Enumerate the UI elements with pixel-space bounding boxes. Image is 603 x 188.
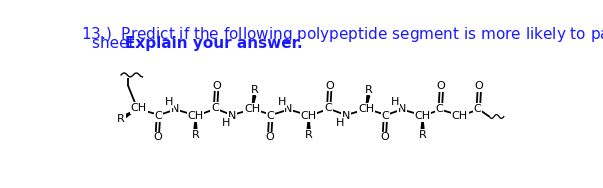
Text: N: N bbox=[228, 111, 236, 121]
Text: R: R bbox=[365, 85, 373, 95]
Text: CH: CH bbox=[358, 104, 374, 114]
Text: O: O bbox=[325, 81, 334, 91]
Polygon shape bbox=[366, 96, 370, 109]
Text: C: C bbox=[474, 104, 481, 114]
Text: CH: CH bbox=[414, 111, 431, 121]
Text: CH: CH bbox=[300, 111, 317, 121]
Text: O: O bbox=[212, 81, 221, 91]
Text: C: C bbox=[436, 104, 443, 114]
Text: C: C bbox=[154, 111, 162, 121]
Text: H: H bbox=[335, 118, 344, 128]
Text: O: O bbox=[437, 81, 446, 92]
Text: 13.)  Predict if the following polypeptide segment is more likely to part of an : 13.) Predict if the following polypeptid… bbox=[81, 25, 603, 44]
Text: N: N bbox=[284, 104, 292, 114]
Text: sheet.: sheet. bbox=[92, 36, 145, 51]
Text: O: O bbox=[153, 132, 162, 142]
Text: R: R bbox=[418, 130, 426, 140]
Polygon shape bbox=[124, 109, 137, 118]
Text: O: O bbox=[475, 81, 484, 92]
Text: N: N bbox=[171, 104, 180, 114]
Polygon shape bbox=[252, 96, 256, 109]
Text: C: C bbox=[382, 111, 390, 121]
Text: R: R bbox=[251, 85, 259, 95]
Text: CH: CH bbox=[452, 111, 468, 121]
Text: C: C bbox=[267, 111, 274, 121]
Text: R: R bbox=[305, 130, 312, 140]
Text: N: N bbox=[397, 104, 406, 114]
Text: C: C bbox=[211, 103, 219, 113]
Polygon shape bbox=[194, 116, 197, 129]
Polygon shape bbox=[421, 116, 424, 129]
Polygon shape bbox=[308, 116, 310, 129]
Text: H: H bbox=[391, 97, 400, 107]
Text: H: H bbox=[278, 97, 286, 107]
Text: CH: CH bbox=[244, 104, 260, 114]
Text: N: N bbox=[342, 111, 350, 121]
Text: O: O bbox=[265, 132, 274, 142]
Text: C: C bbox=[324, 103, 332, 113]
Text: H: H bbox=[165, 97, 173, 107]
Text: R: R bbox=[117, 114, 125, 124]
Text: CH: CH bbox=[131, 103, 147, 113]
Text: CH: CH bbox=[188, 111, 204, 121]
Text: Explain your answer.: Explain your answer. bbox=[125, 36, 303, 51]
Text: R: R bbox=[192, 130, 200, 140]
Text: H: H bbox=[221, 118, 230, 128]
Text: O: O bbox=[380, 132, 389, 142]
